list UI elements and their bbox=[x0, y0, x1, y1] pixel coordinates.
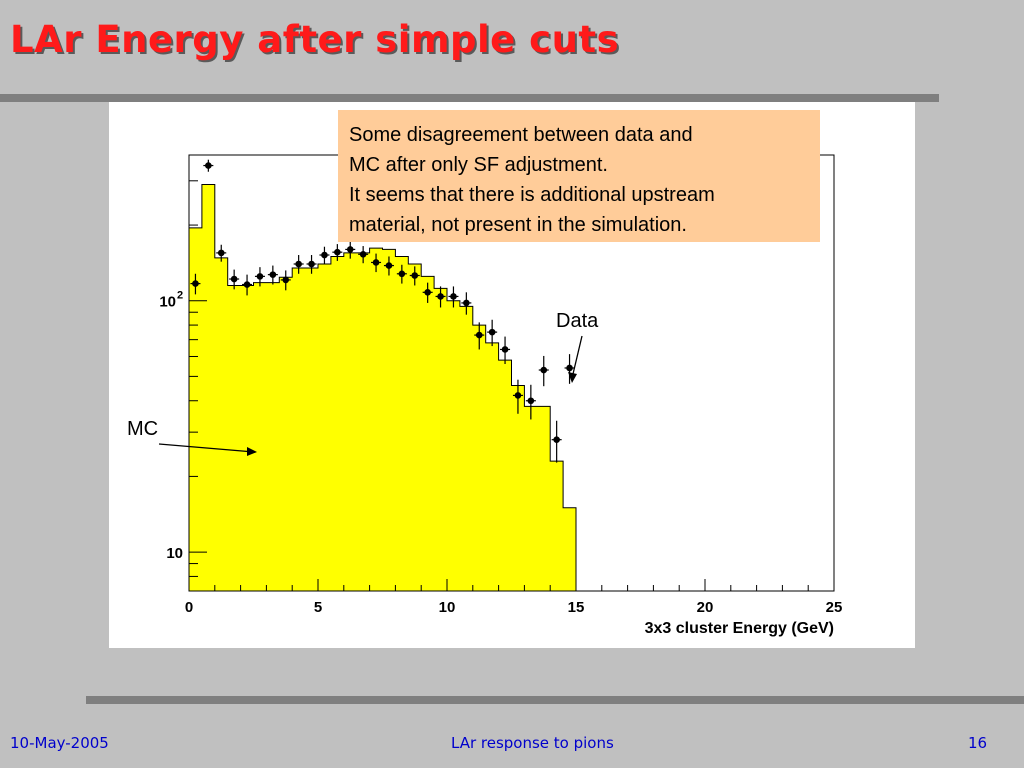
x-tick-label: 5 bbox=[314, 599, 322, 616]
data-point bbox=[217, 249, 225, 257]
comment-box: Some disagreement between data and MC af… bbox=[338, 110, 820, 242]
data-point bbox=[463, 299, 470, 307]
x-axis-label: 3x3 cluster Energy (GeV) bbox=[645, 620, 834, 637]
data-point bbox=[205, 162, 212, 169]
data-point bbox=[398, 270, 406, 278]
data-point bbox=[256, 273, 264, 280]
comment-line: material, not present in the simulation. bbox=[349, 214, 687, 236]
comment-line: It seems that there is additional upstre… bbox=[349, 184, 715, 206]
data-point bbox=[346, 246, 354, 253]
comment-line: MC after only SF adjustment. bbox=[349, 154, 608, 176]
slide-title: LAr Energy after simple cuts bbox=[10, 18, 620, 61]
data-annotation-label: Data bbox=[556, 310, 599, 332]
y-tick-label: 10 bbox=[166, 545, 183, 562]
data-point bbox=[501, 346, 509, 353]
mc-arrow-head bbox=[247, 447, 257, 456]
footer-date: 10-May-2005 bbox=[10, 734, 109, 752]
y-tick-label: 10 bbox=[159, 294, 176, 311]
mc-annotation-label: MC bbox=[127, 418, 158, 440]
title-divider bbox=[0, 94, 939, 102]
data-point bbox=[527, 397, 535, 405]
data-point bbox=[269, 271, 277, 278]
x-tick-label: 10 bbox=[439, 599, 456, 616]
data-point bbox=[540, 366, 548, 374]
x-tick-label: 15 bbox=[568, 599, 585, 616]
data-point bbox=[437, 293, 444, 300]
data-point bbox=[334, 248, 341, 256]
data-point bbox=[295, 260, 302, 268]
data-point bbox=[488, 328, 496, 336]
mc-arrow-line bbox=[158, 443, 255, 453]
data-point bbox=[308, 260, 315, 268]
data-point bbox=[282, 276, 290, 284]
data-point bbox=[243, 281, 251, 288]
data-arrow-head bbox=[568, 372, 577, 383]
data-point bbox=[359, 251, 367, 258]
x-tick-label: 20 bbox=[697, 599, 714, 616]
data-point bbox=[553, 436, 560, 443]
data-point bbox=[566, 364, 573, 372]
data-point bbox=[321, 251, 328, 259]
data-point bbox=[411, 272, 419, 279]
data-point bbox=[192, 280, 199, 287]
data-point bbox=[450, 293, 457, 300]
data-arrow-line bbox=[572, 335, 583, 375]
y-tick-exponent: 2 bbox=[177, 290, 183, 302]
data-point bbox=[372, 259, 380, 266]
footer-title: LAr response to pions bbox=[451, 734, 614, 752]
page-number: 16 bbox=[968, 734, 988, 752]
data-point bbox=[424, 289, 431, 296]
comment-line: Some disagreement between data and bbox=[349, 124, 693, 146]
data-point bbox=[514, 392, 522, 399]
data-point bbox=[230, 275, 238, 283]
x-tick-label: 25 bbox=[826, 599, 843, 616]
footer-divider bbox=[86, 696, 1024, 704]
data-point bbox=[475, 331, 483, 339]
data-point bbox=[385, 262, 393, 269]
x-tick-label: 0 bbox=[185, 599, 193, 616]
